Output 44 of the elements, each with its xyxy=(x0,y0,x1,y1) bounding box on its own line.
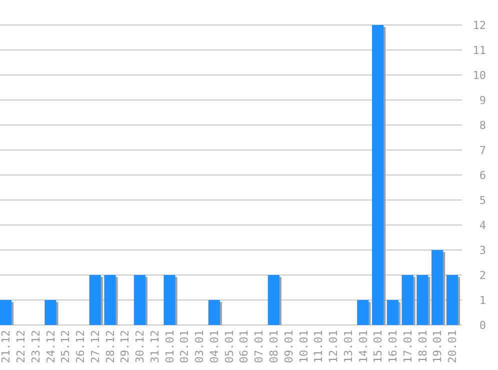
y-tick-label: 4 xyxy=(479,218,486,232)
x-tick-label: 13.01 xyxy=(342,330,355,364)
x-tick-label: 24.12 xyxy=(44,330,58,364)
x-tick-label: 27.12 xyxy=(88,330,102,364)
y-tick-label: 3 xyxy=(479,244,486,257)
y-tick-label: 5 xyxy=(479,194,486,207)
x-tick-label: 29.12 xyxy=(118,330,132,364)
y-tick-label: 9 xyxy=(479,94,486,107)
x-tick-label: 14.01 xyxy=(356,330,370,364)
x-tick-label: 19.01 xyxy=(431,330,444,364)
x-tick-label: 09.01 xyxy=(282,330,296,364)
y-tick-label: 11 xyxy=(472,44,486,57)
x-tick-label: 03.01 xyxy=(193,330,206,364)
x-tick-label: 26.12 xyxy=(74,330,88,364)
x-tick-label: 06.01 xyxy=(238,330,251,364)
x-tick-label: 23.12 xyxy=(29,330,42,364)
x-tick-label: 31.12 xyxy=(148,330,162,364)
y-tick-label: 8 xyxy=(479,118,486,132)
y-tick-label: 2 xyxy=(479,268,486,282)
y-tick-label: 1 xyxy=(479,294,486,307)
x-tick-label: 22.12 xyxy=(14,330,28,364)
x-tick-label: 12.01 xyxy=(327,330,340,364)
y-tick-label: 7 xyxy=(479,144,486,157)
x-tick-label: 10.01 xyxy=(297,330,310,364)
x-tick-label: 16.01 xyxy=(386,330,400,364)
x-tick-label: 30.12 xyxy=(134,330,147,364)
x-tick-label: 01.01 xyxy=(163,330,176,364)
x-tick-label: 28.12 xyxy=(104,330,117,364)
y-tick-label: 0 xyxy=(479,318,486,332)
x-tick-label: 04.01 xyxy=(208,330,221,364)
x-tick-label: 07.01 xyxy=(252,330,266,364)
x-tick-label: 21.12 xyxy=(0,330,13,364)
x-tick-label: 18.01 xyxy=(416,330,430,364)
y-tick-label: 10 xyxy=(472,68,486,82)
x-tick-label: 02.01 xyxy=(178,330,192,364)
x-tick-label: 05.01 xyxy=(222,330,236,364)
y-tick-label: 6 xyxy=(479,168,486,182)
x-tick-label: 11.01 xyxy=(312,330,326,364)
x-tick-label: 20.01 xyxy=(446,330,460,364)
x-tick-label: 15.01 xyxy=(372,330,385,364)
x-tick-label: 17.01 xyxy=(401,330,414,364)
x-tick-label: 08.01 xyxy=(267,330,280,364)
x-tick-label: 25.12 xyxy=(59,330,72,364)
y-tick-label: 12 xyxy=(472,18,486,32)
